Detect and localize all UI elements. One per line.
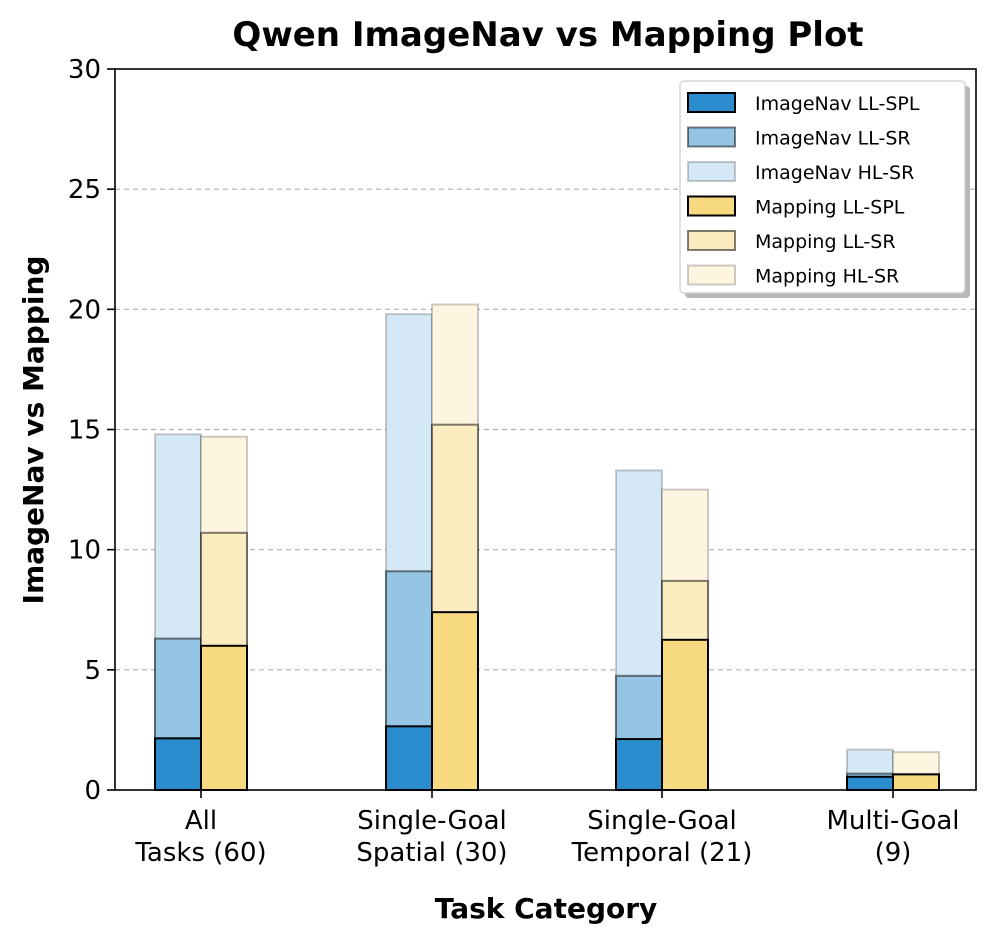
bar xyxy=(154,737,202,791)
y-tick-label: 15 xyxy=(68,416,101,446)
x-tick-label: Multi-Goal (9) xyxy=(826,806,959,868)
bar xyxy=(200,644,248,791)
x-tick-label-line: Tasks (60) xyxy=(134,838,266,868)
legend-swatch xyxy=(687,195,736,217)
y-tick-label: 5 xyxy=(84,656,101,686)
legend-label: Mapping HL-SR xyxy=(755,266,899,288)
bar xyxy=(615,738,663,791)
x-tick-label-line: Temporal (21) xyxy=(571,838,753,868)
y-tick-label: 25 xyxy=(68,175,101,205)
x-tick-label: All Tasks (60) xyxy=(134,806,266,868)
bar xyxy=(661,638,709,792)
x-tick-label: Single-Goal Temporal (21) xyxy=(571,806,753,868)
chart-title: Qwen ImageNav vs Mapping Plot xyxy=(232,15,863,55)
legend-label: Mapping LL-SR xyxy=(755,231,896,253)
legend-swatch xyxy=(687,92,736,113)
y-tick-label: 0 xyxy=(84,776,101,806)
bar xyxy=(385,725,433,791)
y-tick-label: 20 xyxy=(68,295,101,325)
legend-swatch-backing xyxy=(688,162,735,181)
bar xyxy=(846,775,894,792)
legend-label: Mapping LL-SPL xyxy=(755,197,905,219)
y-tick-label: 30 xyxy=(68,55,101,85)
bar xyxy=(892,773,940,792)
legend-swatch-backing xyxy=(688,265,735,285)
legend-swatch xyxy=(687,126,736,148)
x-ticks: All Tasks (60)Single-Goal Spatial (30)Sing… xyxy=(134,790,960,868)
x-tick-label-line: Spatial (30) xyxy=(356,838,507,868)
legend: ImageNav LL-SPL ImageNav LL-SR ImageNav HL… xyxy=(679,80,970,298)
y-ticks: 0 5 10 15 20 25 30 xyxy=(68,55,115,806)
bars xyxy=(154,303,940,792)
x-tick-label-line: Single-Goal xyxy=(357,806,506,836)
y-axis-label: ImageNav vs Mapping xyxy=(17,256,50,605)
legend-label: ImageNav LL-SPL xyxy=(755,93,920,115)
x-tick-label-line: Single-Goal xyxy=(587,806,736,836)
legend-swatch xyxy=(687,264,736,286)
x-tick-label-line: (9) xyxy=(875,838,912,868)
y-tick-label: 10 xyxy=(68,536,101,566)
legend-swatch xyxy=(687,161,736,182)
legend-box xyxy=(679,80,966,294)
legend-label: ImageNav HL-SR xyxy=(755,162,914,184)
legend-swatch xyxy=(687,230,736,251)
x-tick-label: Single-Goal Spatial (30) xyxy=(356,806,507,868)
x-axis-label: Task Category xyxy=(435,892,658,925)
x-tick-label-line: Multi-Goal xyxy=(826,806,959,836)
x-tick-label-line: All xyxy=(185,806,217,836)
bar xyxy=(431,611,479,791)
legend-label: ImageNav LL-SR xyxy=(755,128,911,150)
